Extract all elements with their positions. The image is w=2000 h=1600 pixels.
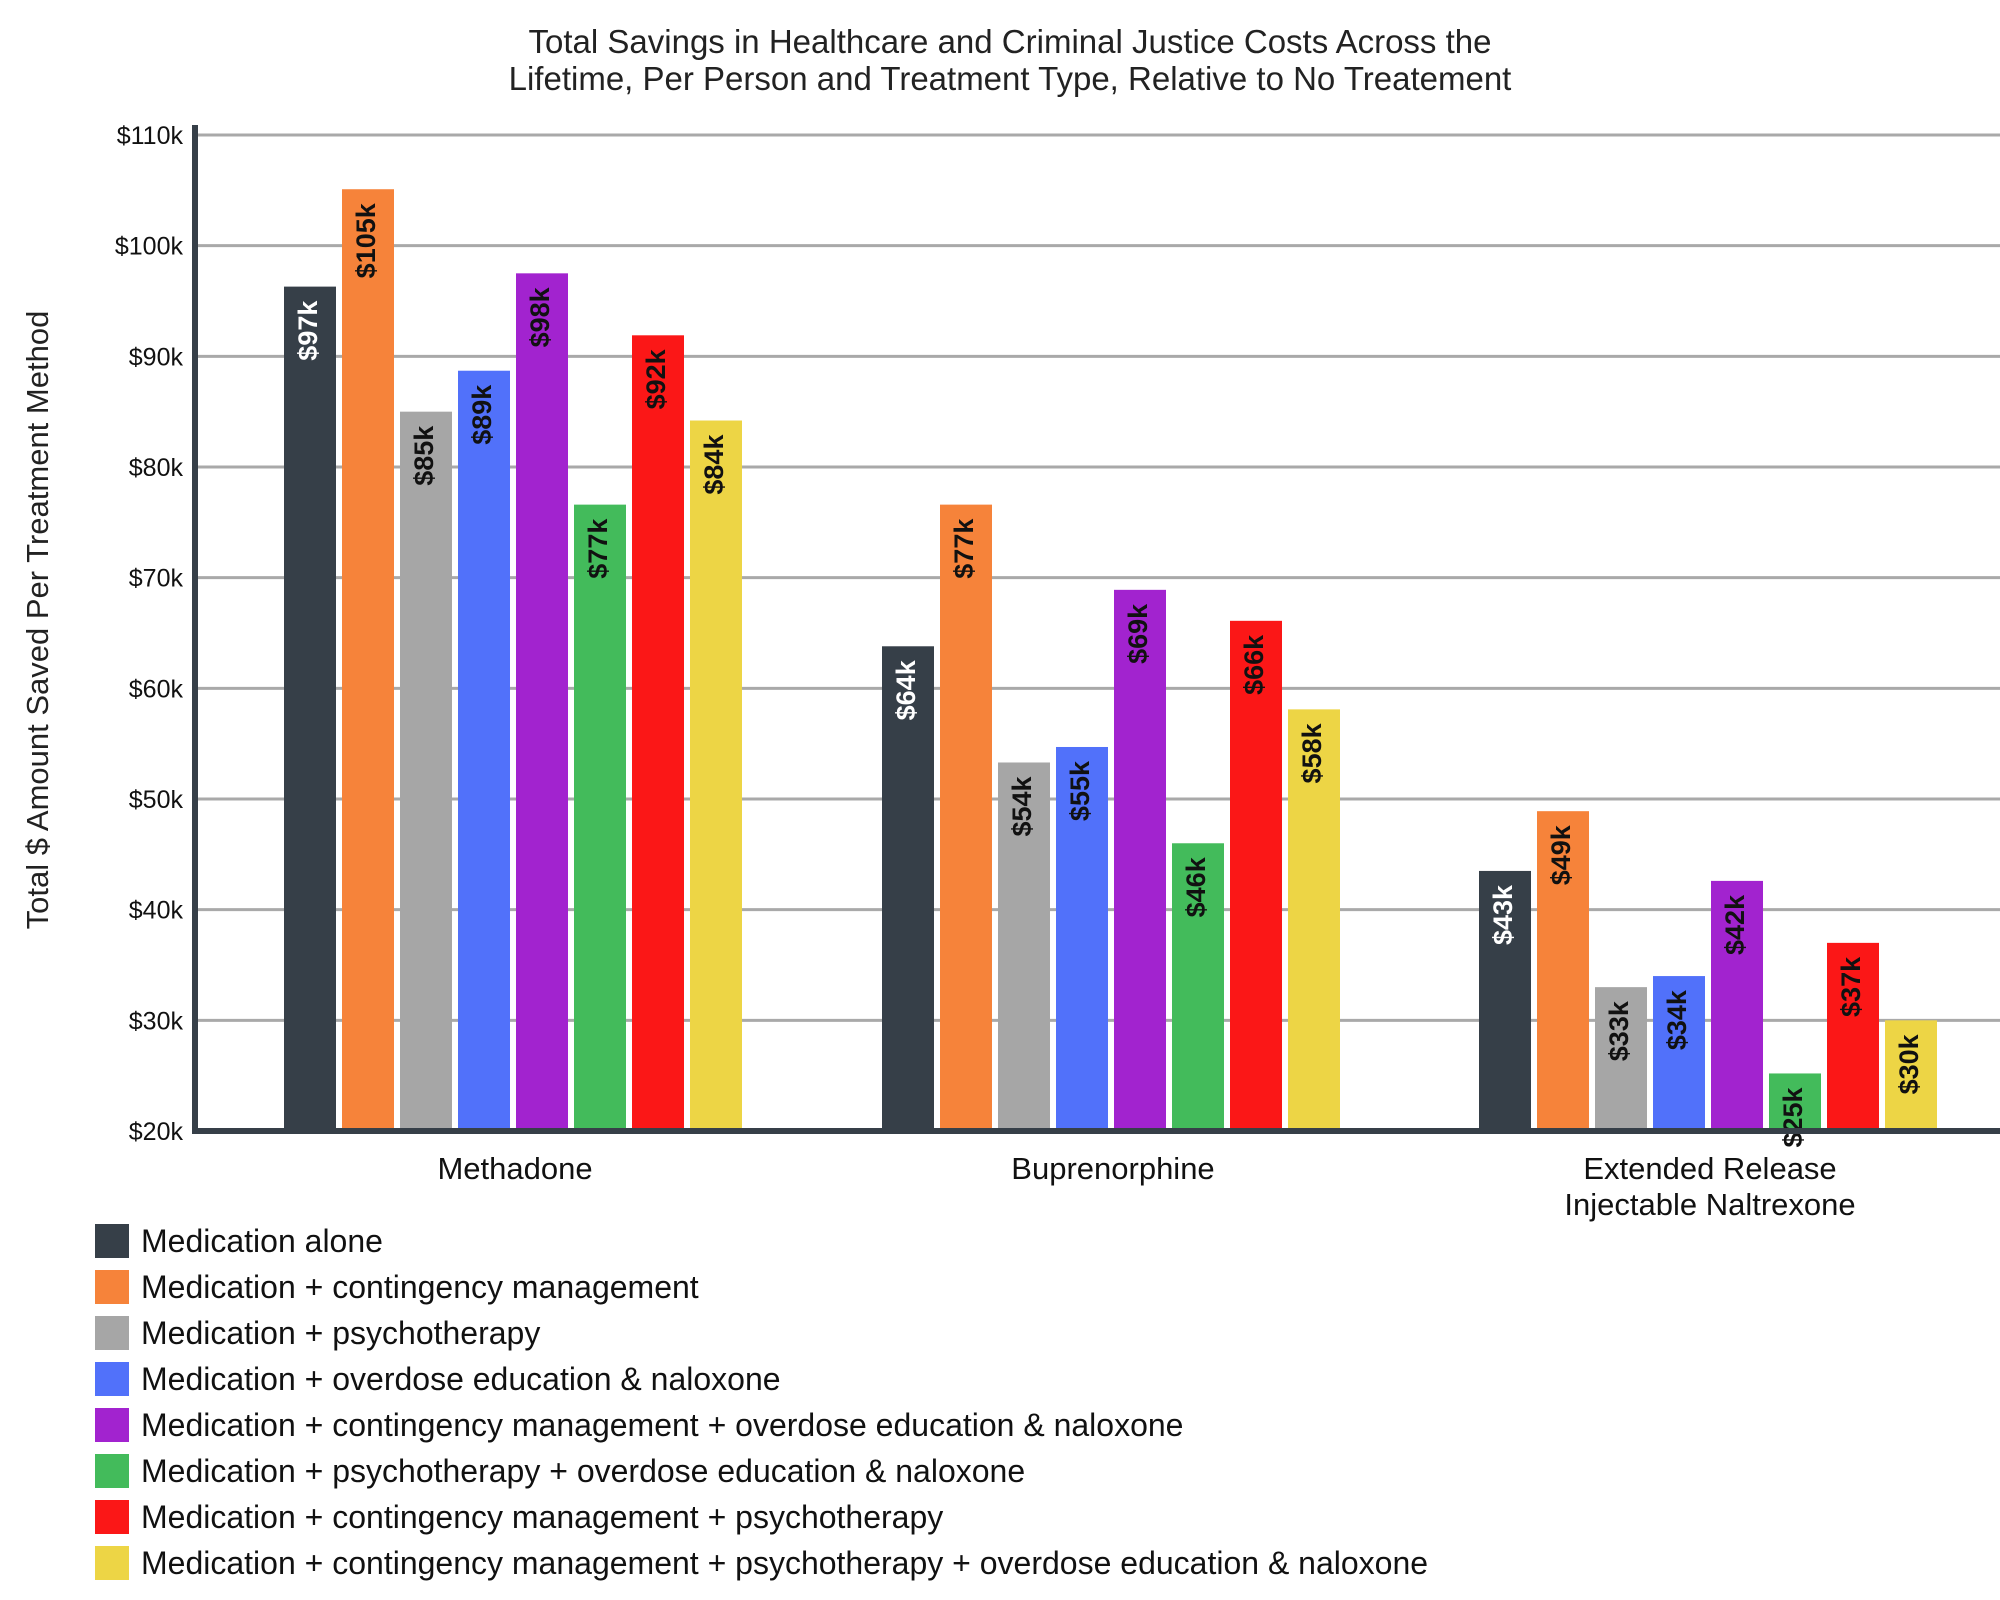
y-tick-label: $50k <box>129 786 184 814</box>
bar-value-label: $77k <box>583 518 613 579</box>
bar-value-label: $77k <box>949 518 979 579</box>
bar <box>690 420 742 1131</box>
bar <box>1595 987 1647 1131</box>
bar-labels: $97k $64k $43k $105k $77k $49k $85k $54k $33k $89… <box>293 202 1924 1147</box>
legend-item: Medication + psychotherapy <box>95 1310 1428 1356</box>
legend-label: Medication + psychotherapy <box>141 1314 541 1351</box>
bar-value-label: $55k <box>1065 760 1095 821</box>
bar <box>1172 843 1224 1131</box>
legend-swatch <box>95 1270 129 1304</box>
bar-value-label: $49k <box>1546 824 1576 885</box>
bar-value-label: $25k <box>1778 1086 1808 1147</box>
bar-value-label: $43k <box>1488 884 1518 945</box>
bar <box>1827 942 1879 1131</box>
legend-swatch <box>95 1224 129 1258</box>
bar <box>1288 709 1340 1131</box>
legend-swatch <box>95 1500 129 1534</box>
legend-swatch <box>95 1546 129 1580</box>
bar <box>1114 589 1166 1131</box>
x-axis-categories: Methadone Buprenorphine Extended ReleaseIn… <box>437 1151 1855 1222</box>
bar <box>998 762 1050 1131</box>
bar <box>458 370 510 1132</box>
legend-item: Medication alone <box>95 1218 1428 1264</box>
chart-title-line-2: Lifetime, Per Person and Treatment Type,… <box>509 60 1512 97</box>
bar <box>940 504 992 1131</box>
bar-value-label: $105k <box>351 202 381 278</box>
legend-label: Medication + psychotherapy + overdose ed… <box>141 1452 1026 1489</box>
y-tick-label: $100k <box>115 233 184 261</box>
bars <box>284 189 1937 1132</box>
bar <box>1537 811 1589 1131</box>
bar-value-label: $46k <box>1181 856 1211 917</box>
legend-swatch <box>95 1362 129 1396</box>
chart-title-line-1: Total Savings in Healthcare and Criminal… <box>529 23 1492 60</box>
legend-label: Medication alone <box>141 1222 383 1259</box>
x-category-label: Methadone <box>437 1151 592 1186</box>
legend-swatch <box>95 1408 129 1442</box>
bar-value-label: $98k <box>525 286 555 347</box>
y-tick-label: $30k <box>129 1007 184 1035</box>
bar <box>1769 1073 1821 1131</box>
bar <box>342 189 394 1131</box>
y-tick-label: $80k <box>129 454 184 482</box>
bar <box>1653 976 1705 1131</box>
legend-label: Medication + contingency management + ps… <box>141 1498 944 1535</box>
y-axis-label: Total $ Amount Saved Per Treatment Metho… <box>20 311 55 930</box>
bar-value-label: $42k <box>1720 894 1750 955</box>
legend-item: Medication + contingency management + ps… <box>95 1540 1428 1586</box>
x-category-label: Extended Release <box>1583 1151 1836 1186</box>
bar-value-label: $58k <box>1297 722 1327 783</box>
legend-label: Medication + contingency management + ps… <box>141 1544 1429 1581</box>
bar-value-label: $37k <box>1836 956 1866 1017</box>
bar-value-label: $64k <box>891 659 921 720</box>
y-tick-label: $40k <box>129 897 184 925</box>
x-category-label: Injectable Naltrexone <box>1564 1187 1855 1222</box>
bar <box>1711 880 1763 1131</box>
y-axis-ticks: $20k $30k $40k $50k $60k $70k $80k $90k $100k $11… <box>115 122 184 1146</box>
legend-item: Medication + contingency management + ps… <box>95 1494 1428 1540</box>
chart-title: Total Savings in Healthcare and Criminal… <box>509 23 1512 97</box>
bar <box>632 335 684 1132</box>
legend-swatch <box>95 1454 129 1488</box>
x-category-label: Buprenorphine <box>1011 1151 1214 1186</box>
legend-label: Medication + overdose education & naloxo… <box>141 1360 781 1397</box>
y-tick-label: $90k <box>129 343 184 371</box>
bar <box>882 646 934 1131</box>
bar-value-label: $66k <box>1239 634 1269 695</box>
bar-value-label: $89k <box>467 384 497 445</box>
bar-value-label: $34k <box>1662 989 1692 1050</box>
legend-item: Medication + overdose education & naloxo… <box>95 1356 1428 1402</box>
legend-item: Medication + psychotherapy + overdose ed… <box>95 1448 1428 1494</box>
bar-value-label: $69k <box>1123 603 1153 664</box>
legend-label: Medication + contingency management <box>141 1268 699 1305</box>
bar-value-label: $92k <box>641 348 671 409</box>
bar-value-label: $54k <box>1007 776 1037 837</box>
bar-value-label: $30k <box>1894 1033 1924 1094</box>
y-tick-label: $70k <box>129 565 184 593</box>
legend-item: Medication + contingency management <box>95 1264 1428 1310</box>
bar-value-label: $85k <box>409 425 439 486</box>
y-tick-label: $60k <box>129 675 184 703</box>
bar <box>1479 870 1531 1131</box>
legend: Medication alone Medication + contingency… <box>95 1218 1428 1586</box>
axes <box>192 125 2000 1134</box>
legend-item: Medication + contingency management + ov… <box>95 1402 1428 1448</box>
legend-swatch <box>95 1316 129 1350</box>
bar-value-label: $97k <box>293 300 323 361</box>
bar <box>1230 620 1282 1131</box>
bar-value-label: $84k <box>699 434 729 495</box>
legend-label: Medication + contingency management + ov… <box>141 1406 1184 1443</box>
y-tick-label: $110k <box>117 122 184 150</box>
bar <box>516 273 568 1131</box>
y-tick-label: $20k <box>129 1118 184 1146</box>
bar <box>400 411 452 1132</box>
bar <box>284 286 336 1131</box>
bar <box>1885 1020 1937 1131</box>
bar <box>574 504 626 1131</box>
bar <box>1056 746 1108 1131</box>
bar-value-label: $33k <box>1604 1000 1634 1061</box>
